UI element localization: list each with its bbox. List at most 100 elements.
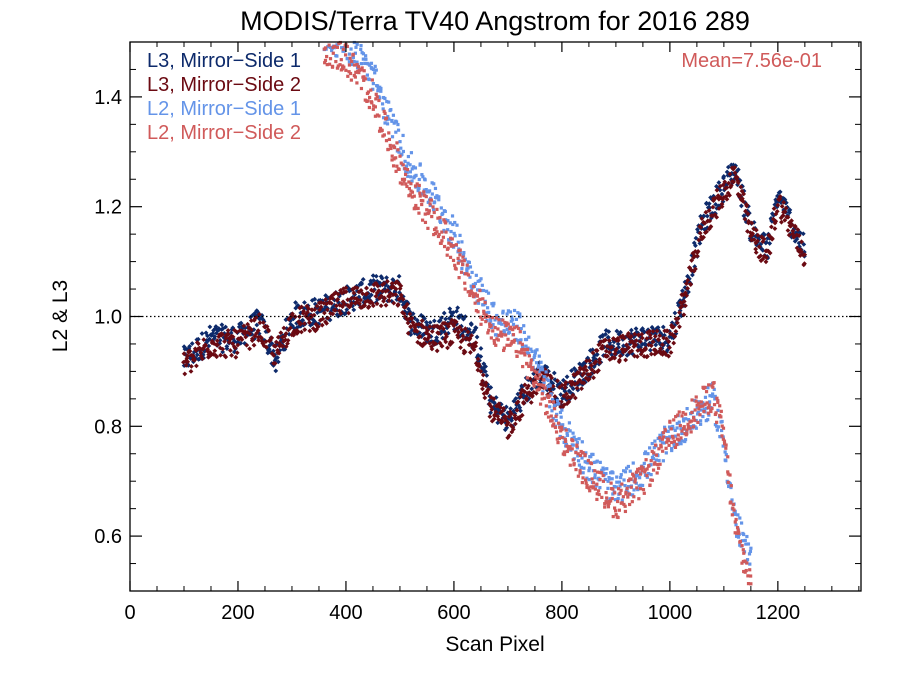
data-point: [285, 341, 290, 346]
data-point: [405, 184, 409, 189]
data-point: [746, 574, 750, 578]
data-point: [359, 47, 363, 52]
data-point: [538, 373, 542, 377]
data-point: [723, 450, 727, 454]
data-point: [735, 531, 739, 535]
data-point: [579, 465, 583, 470]
data-point: [724, 453, 728, 457]
data-point: [639, 335, 645, 341]
data-point: [468, 291, 473, 295]
data-point: [358, 297, 364, 303]
x-tick-label: 1200: [756, 602, 801, 624]
data-point: [564, 428, 568, 432]
data-point: [661, 459, 665, 463]
data-point: [635, 348, 641, 353]
data-point: [597, 492, 601, 497]
data-point: [390, 292, 396, 298]
data-point: [512, 413, 518, 418]
data-point: [215, 342, 220, 348]
data-point: [245, 321, 251, 327]
data-point: [367, 77, 371, 82]
data-point: [565, 433, 570, 437]
data-point: [617, 508, 621, 512]
data-point: [391, 300, 397, 306]
data-point: [396, 122, 400, 127]
data-point: [671, 436, 675, 440]
data-point: [489, 324, 493, 328]
data-point: [591, 485, 595, 489]
data-point: [332, 307, 338, 313]
data-point: [383, 96, 387, 101]
data-point: [421, 175, 425, 179]
data-point: [567, 447, 571, 451]
data-point: [609, 499, 613, 503]
data-point: [704, 406, 709, 410]
data-point: [525, 376, 529, 380]
data-point: [527, 376, 533, 382]
data-point: [414, 206, 419, 211]
data-point: [406, 154, 410, 159]
data-point: [442, 244, 447, 249]
data-point: [716, 425, 721, 429]
data-point: [646, 452, 650, 456]
data-point: [309, 307, 315, 313]
data-point: [668, 419, 672, 423]
data-point: [749, 574, 753, 578]
data-point: [457, 276, 461, 280]
data-point: [427, 189, 432, 193]
data-point: [456, 261, 460, 265]
data-point: [415, 185, 419, 189]
data-point: [682, 425, 686, 429]
data-point: [377, 295, 383, 301]
data-point: [239, 337, 245, 343]
data-point: [398, 283, 404, 289]
data-point: [761, 236, 767, 242]
data-point: [742, 532, 746, 537]
data-point: [577, 366, 583, 372]
data-point: [668, 435, 672, 439]
y-axis-label: L2 & L3: [49, 280, 72, 352]
data-point: [549, 414, 553, 418]
data-point: [719, 191, 725, 197]
data-point: [483, 315, 488, 319]
data-point: [478, 368, 484, 374]
data-point: [404, 301, 410, 307]
data-point: [653, 443, 658, 447]
data-point: [676, 413, 680, 417]
data-point: [291, 325, 297, 331]
data-point: [734, 517, 738, 522]
data-point: [743, 570, 747, 574]
data-point: [685, 277, 691, 283]
data-point: [414, 203, 418, 208]
data-point: [709, 409, 713, 414]
data-point: [701, 213, 707, 219]
data-point: [519, 338, 523, 342]
data-point: [483, 364, 488, 369]
data-point: [352, 63, 357, 67]
data-point: [323, 58, 328, 63]
data-point: [345, 44, 349, 49]
data-point: [714, 214, 720, 220]
data-point: [595, 459, 599, 463]
data-point: [621, 495, 625, 499]
data-point: [652, 451, 656, 455]
data-point: [200, 346, 206, 352]
data-point: [510, 426, 516, 432]
data-point: [281, 338, 287, 344]
data-point: [603, 477, 607, 482]
data-point: [560, 425, 564, 429]
data-point: [671, 426, 675, 431]
data-point: [529, 361, 533, 365]
data-point: [649, 463, 653, 467]
data-point: [629, 348, 635, 354]
data-point: [622, 502, 626, 507]
data-point: [424, 194, 428, 199]
data-point: [529, 394, 535, 399]
data-point: [605, 467, 609, 471]
data-point: [522, 347, 526, 351]
data-point: [662, 441, 666, 445]
data-point: [493, 325, 497, 330]
data-point: [362, 69, 366, 73]
data-point: [548, 394, 552, 398]
data-point: [593, 473, 597, 477]
